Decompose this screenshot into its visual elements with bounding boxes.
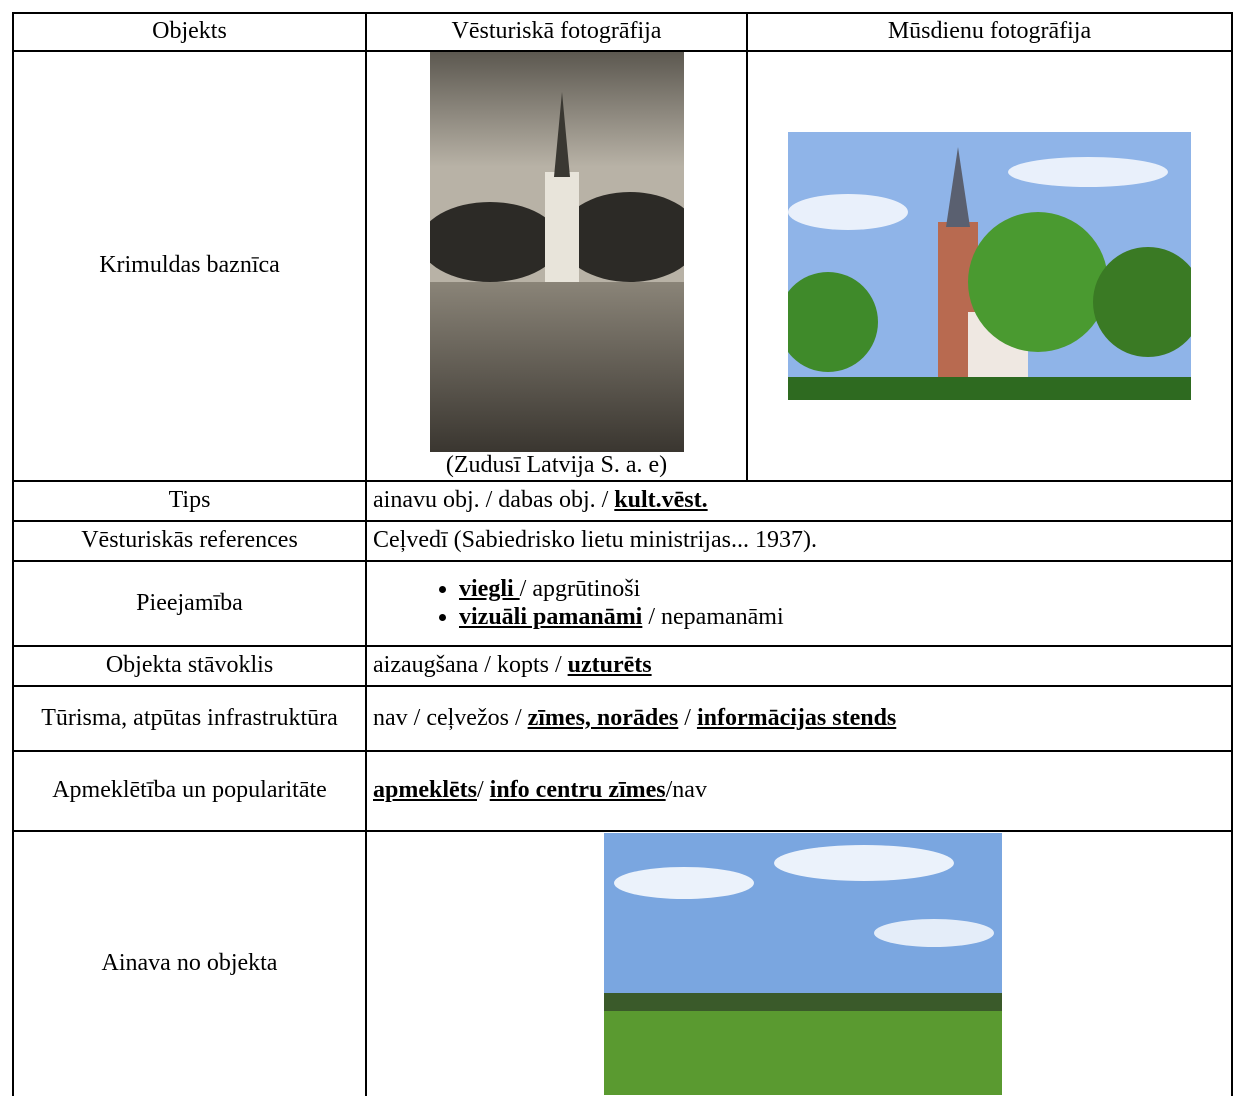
- row-label: Vēsturiskās references: [12, 520, 367, 562]
- landscape-photo: [604, 833, 1002, 1095]
- text: /nav: [665, 777, 707, 804]
- landscape-cell: [365, 830, 1233, 1096]
- emphasized-text: zīmes, norādes: [527, 704, 679, 731]
- emphasized-text: uzturēts: [567, 652, 652, 679]
- row: Pieejamībaviegli / apgrūtinošivizuāli pa…: [12, 560, 1233, 647]
- header-row: Objekts Vēsturiskā fotogrāfija Mūsdienu …: [12, 12, 1233, 52]
- row-value: aizaugšana / kopts / uzturēts: [365, 645, 1233, 687]
- header-cell: Vēsturiskā fotogrāfija: [365, 12, 748, 52]
- row-value: Ceļvedī (Sabiedrisko lietu ministrijas..…: [365, 520, 1233, 562]
- emphasized-text: kult.vēst.: [614, 487, 708, 514]
- modern-photo: [788, 132, 1191, 400]
- historic-cell: (Zudusī Latvija S. a. e): [365, 50, 748, 482]
- row-value: apmeklēts/ info centru zīmes/nav: [365, 750, 1233, 832]
- row: Tips ainavu obj. / dabas obj. / kult.vēst…: [12, 480, 1233, 522]
- row-label: Tips: [12, 480, 367, 522]
- landscape-label: Ainava no objekta: [12, 830, 367, 1096]
- row-label: Pieejamība: [12, 560, 367, 647]
- header-cell: Mūsdienu fotogrāfija: [746, 12, 1233, 52]
- historic-caption: (Zudusī Latvija S. a. e): [445, 452, 668, 479]
- row-value: ainavu obj. / dabas obj. / kult.vēst.: [365, 480, 1233, 522]
- row-label: Apmeklētība un popularitāte: [12, 750, 367, 832]
- text: / apgrūtinoši: [519, 575, 641, 602]
- emphasized-text: apmeklēts: [373, 777, 477, 804]
- row: Apmeklētība un popularitāte apmeklēts/ in…: [12, 750, 1233, 832]
- object-table: Objekts Vēsturiskā fotogrāfija Mūsdienu …: [12, 12, 1233, 1096]
- historic-photo: [429, 52, 684, 453]
- object-name: Krimuldas baznīca: [12, 50, 367, 482]
- value-list: viegli / apgrūtinošivizuāli pamanāmi / n…: [373, 576, 1225, 631]
- list-item: viegli / apgrūtinoši: [459, 576, 1225, 604]
- emphasized-text: viegli: [459, 575, 520, 602]
- row: Tūrisma, atpūtas infrastruktūra nav / ceļ…: [12, 685, 1233, 752]
- landscape-row: Ainava no objekta: [12, 830, 1233, 1096]
- text: Ceļvedī (Sabiedrisko lietu ministrijas..…: [373, 527, 817, 554]
- header-cell: Objekts: [12, 12, 367, 52]
- text: aizaugšana / kopts /: [373, 652, 568, 679]
- text: nav / ceļvežos /: [373, 704, 528, 731]
- emphasized-text: vizuāli pamanāmi: [459, 603, 643, 630]
- text: /: [678, 704, 697, 731]
- table-body: Objekts Vēsturiskā fotogrāfija Mūsdienu …: [12, 12, 1233, 1096]
- photo-row: Krimuldas baznīca (Zudusī Latvija S. a. …: [12, 50, 1233, 482]
- text: / nepamanāmi: [642, 603, 784, 630]
- text: /: [477, 777, 490, 804]
- row-label: Objekta stāvoklis: [12, 645, 367, 687]
- emphasized-text: info centru zīmes: [489, 777, 666, 804]
- row: Vēsturiskās references Ceļvedī (Sabiedris…: [12, 520, 1233, 562]
- row-value: nav / ceļvežos / zīmes, norādes / inform…: [365, 685, 1233, 752]
- modern-cell: [746, 50, 1233, 482]
- emphasized-text: informācijas stends: [696, 704, 897, 731]
- row: Objekta stāvoklis aizaugšana / kopts / uz…: [12, 645, 1233, 687]
- row-label: Tūrisma, atpūtas infrastruktūra: [12, 685, 367, 752]
- text: ainavu obj. / dabas obj. /: [373, 487, 615, 514]
- row-value: viegli / apgrūtinošivizuāli pamanāmi / n…: [365, 560, 1233, 647]
- list-item: vizuāli pamanāmi / nepamanāmi: [459, 604, 1225, 632]
